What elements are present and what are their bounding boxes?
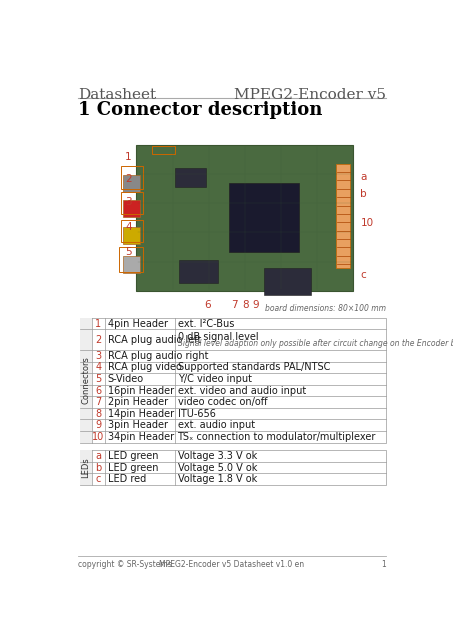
Text: LEDs: LEDs [81,457,90,478]
Text: ext. video and audio input: ext. video and audio input [178,385,306,396]
Text: 1: 1 [96,319,101,328]
Text: 2pin Header: 2pin Header [108,397,168,407]
Text: 6: 6 [204,300,211,310]
Text: RCA plug audio left: RCA plug audio left [108,335,201,345]
Text: 2: 2 [95,335,101,345]
Text: MPEG2-Encoder v5: MPEG2-Encoder v5 [234,88,386,102]
Bar [179,260,218,283]
Bar [80,451,92,485]
Bar [122,256,140,273]
Text: LED red: LED red [108,474,146,484]
Text: 34pin Header: 34pin Header [108,432,174,442]
Text: LED green: LED green [108,463,158,472]
Text: 1: 1 [381,559,386,568]
Text: a: a [96,451,101,461]
Bar [121,166,143,189]
Bar [122,200,140,217]
Text: 8: 8 [96,409,101,419]
Text: copyright © SR-Systems: copyright © SR-Systems [78,559,172,568]
Bar [120,247,143,271]
Text: ext. audio input: ext. audio input [178,420,255,430]
Bar [122,175,140,192]
Bar [80,451,386,485]
Text: 10: 10 [361,218,374,228]
Text: 5: 5 [125,247,132,257]
Text: 3pin Header: 3pin Header [108,420,168,430]
Text: 4pin Header: 4pin Header [108,319,168,328]
Text: 8: 8 [242,300,249,310]
Text: 14pin Header: 14pin Header [108,409,174,419]
Text: c: c [361,271,366,280]
Text: 4: 4 [125,222,132,232]
Text: 5: 5 [95,374,101,384]
Text: RCA plug audio right: RCA plug audio right [108,351,208,361]
Text: 3: 3 [125,197,132,207]
Text: Y/C video input: Y/C video input [178,374,251,384]
Text: Datasheet: Datasheet [78,88,156,102]
Text: Signal level adaption only possible after circuit change on the Encoder board!: Signal level adaption only possible afte… [178,339,453,348]
Text: b: b [361,189,367,199]
Text: S-Video: S-Video [108,374,144,384]
Text: MPEG2-Encoder v5 Datasheet v1.0 en: MPEG2-Encoder v5 Datasheet v1.0 en [159,559,304,568]
Bar [121,220,143,241]
Text: LED green: LED green [108,451,158,461]
Bar [122,227,140,244]
Text: 7: 7 [95,397,101,407]
Text: b: b [95,463,101,472]
Bar [80,318,92,442]
Bar [264,268,311,294]
Text: TSₓ connection to modulator/multiplexer: TSₓ connection to modulator/multiplexer [178,432,376,442]
Text: RCA plug video: RCA plug video [108,362,182,372]
Text: Connectors: Connectors [81,356,90,404]
Text: 0 dB signal level: 0 dB signal level [178,332,258,342]
Text: 1: 1 [125,152,132,162]
Text: a: a [361,172,367,182]
Text: board dimensions: 80×100 mm: board dimensions: 80×100 mm [265,304,386,313]
Text: 7: 7 [231,300,238,310]
Text: video codec on/off: video codec on/off [178,397,267,407]
Bar [230,183,299,252]
Bar [175,168,206,187]
Bar [80,318,386,442]
Text: 9: 9 [96,420,101,430]
Text: Voltage 3.3 V ok: Voltage 3.3 V ok [178,451,257,461]
Text: 10: 10 [92,432,105,442]
Text: 6: 6 [96,385,101,396]
Text: Supported standards PAL/NTSC: Supported standards PAL/NTSC [178,362,330,372]
Text: 1 Connector description: 1 Connector description [78,101,323,120]
Text: Voltage 5.0 V ok: Voltage 5.0 V ok [178,463,257,472]
Bar [337,164,350,268]
Text: Voltage 1.8 V ok: Voltage 1.8 V ok [178,474,257,484]
Text: ITU-656: ITU-656 [178,409,215,419]
Text: 4: 4 [96,362,101,372]
Text: 16pin Header: 16pin Header [108,385,174,396]
Text: 2: 2 [125,174,132,184]
Text: 3: 3 [96,351,101,361]
Bar [121,192,143,214]
Text: ext. I²C-Bus: ext. I²C-Bus [178,319,234,328]
Bar [136,145,353,291]
Bar [152,146,175,154]
Text: c: c [96,474,101,484]
Text: 9: 9 [252,300,259,310]
